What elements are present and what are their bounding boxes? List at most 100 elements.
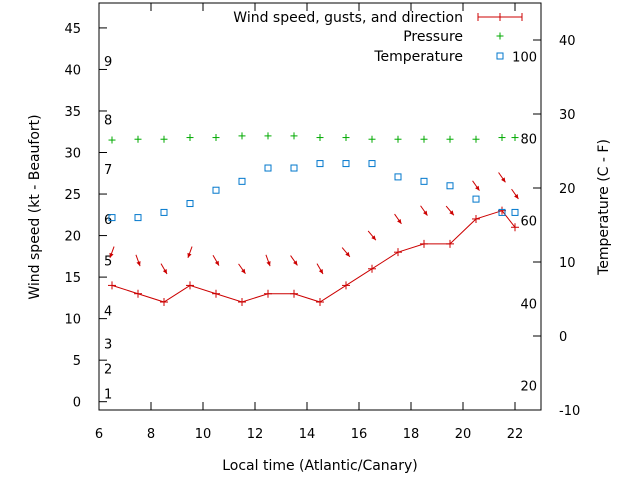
- beaufort-label: 8: [104, 113, 112, 128]
- pressure-point: [472, 135, 480, 143]
- legend-label-wind: Wind speed, gusts, and direction: [233, 10, 463, 26]
- y-tick-label: 25: [64, 188, 81, 203]
- wind-speed-point: [446, 239, 454, 248]
- wind-direction-arrow: [160, 263, 168, 275]
- y-tick-label: 35: [64, 105, 81, 120]
- wind-direction-arrow: [109, 246, 115, 258]
- x-tick-label: 16: [351, 427, 368, 442]
- wind-direction-head: [423, 210, 428, 216]
- pressure-point: [186, 134, 194, 142]
- wind-speed-point: [186, 281, 194, 290]
- pressure-point: [160, 135, 168, 143]
- fahrenheit-label: 60: [520, 215, 537, 230]
- x-tick-label: 20: [455, 427, 472, 442]
- legend-label-pressure: Pressure: [403, 29, 463, 45]
- wind-speed-point: [160, 298, 168, 307]
- legend-label-temperature: Temperature: [373, 49, 463, 65]
- wind-direction-head: [371, 235, 376, 241]
- fahrenheit-label: 100: [512, 50, 537, 65]
- y-axis-ticks: 0 5 10 15 20 25 30 35 40 45: [64, 22, 107, 411]
- wind-direction-head: [397, 218, 402, 224]
- beaufort-label: 2: [104, 362, 112, 377]
- wind-speed-point: [108, 281, 116, 290]
- wind-speed-point: [511, 223, 519, 232]
- wind-direction-arrow: [212, 255, 220, 266]
- pressure-point: [108, 136, 116, 144]
- pressure-series: [108, 132, 519, 144]
- wind-speed-point: [264, 289, 272, 298]
- wind-direction-head: [136, 261, 141, 267]
- temperature-point: [498, 208, 506, 216]
- wind-direction-arrow: [187, 246, 193, 258]
- pressure-point: [290, 132, 298, 140]
- wind-direction-arrow: [420, 205, 428, 216]
- temperature-point: [108, 214, 116, 222]
- fahrenheit-label: 40: [520, 297, 537, 312]
- x-tick-label: 6: [95, 427, 103, 442]
- pressure-point: [498, 134, 506, 142]
- wind-direction-head: [514, 194, 519, 199]
- wind-direction-arrow: [290, 255, 298, 266]
- wind-direction-head: [501, 177, 506, 183]
- wind-speed-point: [368, 264, 376, 273]
- wind-direction-arrow: [316, 263, 324, 275]
- pressure-point: [212, 134, 220, 142]
- pressure-point: [446, 135, 454, 143]
- beaufort-labels: 1 2 3 4 5 6 7 8 9: [104, 55, 112, 402]
- wind-speed-point: [238, 298, 246, 307]
- y2-tick-label: 10: [559, 256, 576, 271]
- beaufort-label: 9: [104, 55, 112, 70]
- x-tick-label: 8: [147, 427, 155, 442]
- beaufort-label: 5: [104, 254, 112, 269]
- y-tick-label: 20: [64, 230, 81, 245]
- y2-tick-label: 0: [559, 330, 567, 345]
- y-tick-label: 0: [73, 396, 81, 411]
- wind-speed-point: [472, 214, 480, 223]
- y2-axis-title: Temperature (C - F): [596, 139, 612, 276]
- legend: Wind speed, gusts, and direction Pressur…: [233, 10, 523, 65]
- beaufort-label: 7: [104, 163, 112, 178]
- x-tick-label: 12: [247, 427, 264, 442]
- wind-speed-point: [342, 281, 350, 290]
- wind-speed-series: [108, 206, 519, 307]
- temperature-point: [472, 195, 480, 203]
- wind-direction-series: [109, 172, 519, 275]
- beaufort-label: 4: [104, 304, 112, 319]
- wind-direction-arrow: [135, 254, 141, 267]
- y2-axis-ticks: -10 0 10 20 30 40: [533, 34, 580, 419]
- x-tick-label: 14: [299, 427, 316, 442]
- y2-tick-label: 30: [559, 108, 576, 123]
- pressure-point: [368, 135, 376, 143]
- wind-direction-arrow: [511, 188, 519, 200]
- x-tick-label: 22: [507, 427, 524, 442]
- wind-direction-head: [293, 260, 298, 266]
- wind-direction-head: [162, 269, 167, 274]
- wind-direction-arrow: [265, 254, 271, 267]
- wind-direction-head: [241, 268, 246, 274]
- legend-swatch-temperature: [496, 52, 504, 60]
- x-axis-ticks: 6 8 10 12 14 16 18 20 22: [95, 3, 523, 442]
- wind-direction-head: [187, 252, 192, 258]
- y2-tick-label: -10: [559, 404, 580, 419]
- pressure-point: [316, 134, 324, 142]
- y-tick-label: 5: [73, 354, 81, 369]
- wind-direction-arrow: [394, 213, 402, 225]
- wind-direction-head: [214, 260, 219, 266]
- wind-direction-arrow: [445, 205, 455, 216]
- temperature-point: [264, 164, 272, 172]
- temperature-point: [394, 173, 402, 181]
- wind-speed-line: [111, 210, 516, 303]
- pressure-point: [394, 135, 402, 143]
- legend-swatch-wind: [477, 13, 523, 21]
- wind-direction-head: [109, 252, 114, 258]
- y2-tick-label: 20: [559, 182, 576, 197]
- y-tick-label: 10: [64, 313, 81, 328]
- beaufort-label: 3: [104, 338, 112, 353]
- y-tick-label: 30: [64, 147, 81, 162]
- temperature-point: [212, 186, 220, 194]
- x-axis-title: Local time (Atlantic/Canary): [222, 458, 418, 474]
- wind-speed-point: [316, 298, 324, 307]
- wind-speed-point: [290, 289, 298, 298]
- wind-direction-head: [345, 251, 350, 257]
